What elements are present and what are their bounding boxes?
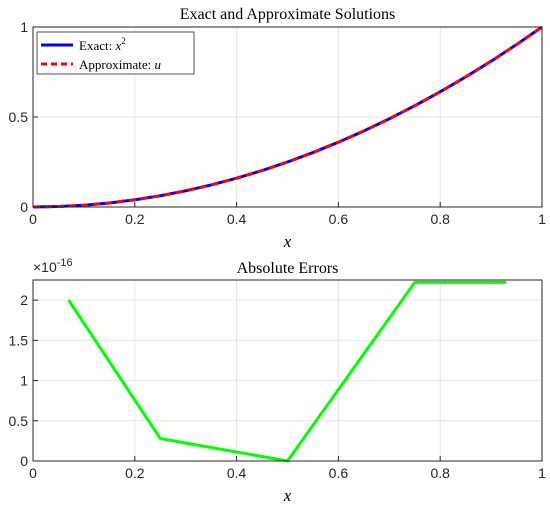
top-plot-x-tick-label: 0.4	[227, 211, 247, 227]
top-plot-title: Exact and Approximate Solutions	[180, 6, 396, 23]
top-plot-x-tick-label: 0.6	[329, 211, 349, 227]
bottom-plot-x-tick-label: 0	[29, 465, 37, 481]
legend-label-exact: Exact: x2	[79, 36, 126, 53]
top-plot-x-tick-label: 0.2	[125, 211, 145, 227]
bottom-plot: 0 0.2 0.4 0.6 0.8 1 0 0.5 1 1.5 2 Absolute Errors…	[9, 257, 547, 505]
top-plot: 0 0.2 0.4 0.6 0.8 1 00.51 Exact and Approxima…	[9, 6, 547, 251]
bottom-plot-x-tick-label: 0.4	[227, 465, 247, 481]
bottom-plot-x-tick-label: 1	[538, 465, 546, 481]
bottom-plot-x-tick-label: 0.2	[125, 465, 145, 481]
bottom-plot-frame	[32, 279, 543, 462]
bottom-plot-x-ticks: 0 0.2 0.4 0.6 0.8 1	[29, 456, 546, 481]
bottom-plot-y-tick-label: 1.5	[9, 332, 29, 348]
bottom-plot-x-tick-label: 0.6	[329, 465, 349, 481]
bottom-plot-y-tick-label: 0.5	[9, 413, 29, 429]
bottom-plot-y-ticks: 0 0.5 1 1.5 2	[9, 292, 38, 469]
bottom-plot-area	[33, 280, 542, 461]
top-plot-x-tick-label: 0.8	[430, 211, 450, 227]
top-plot-x-tick-label: 0	[29, 211, 37, 227]
legend-label-approx: Approximate: u	[79, 57, 161, 72]
top-plot-xlabel: x	[283, 232, 292, 251]
bottom-plot-y-tick-label: 0	[20, 453, 28, 469]
bottom-plot-x-tick-label: 0.8	[430, 465, 450, 481]
bottom-plot-xlabel: x	[283, 486, 292, 505]
bottom-plot-y-exponent: ×10-16	[33, 257, 73, 275]
top-plot-series-1-line	[32, 25, 543, 209]
legend-box	[36, 31, 195, 75]
top-plot-y-tick-label: 0.5	[9, 109, 29, 125]
top-plot-series	[32, 25, 543, 209]
bottom-plot-title: Absolute Errors	[237, 260, 339, 277]
top-plot-legend: Exact: x2 Approximate: u	[36, 31, 195, 75]
top-plot-y-tick-label: 0	[20, 199, 28, 215]
top-plot-x-tick-label: 1	[538, 211, 546, 227]
top-plot-y-tick-label: 1	[20, 19, 28, 35]
top-plot-x-ticks: 0 0.2 0.4 0.6 0.8 1	[29, 202, 546, 227]
top-plot-y-ticks: 00.51	[9, 19, 38, 215]
bottom-plot-y-tick-label: 1	[20, 373, 28, 389]
bottom-plot-y-tick-label: 2	[20, 292, 28, 308]
